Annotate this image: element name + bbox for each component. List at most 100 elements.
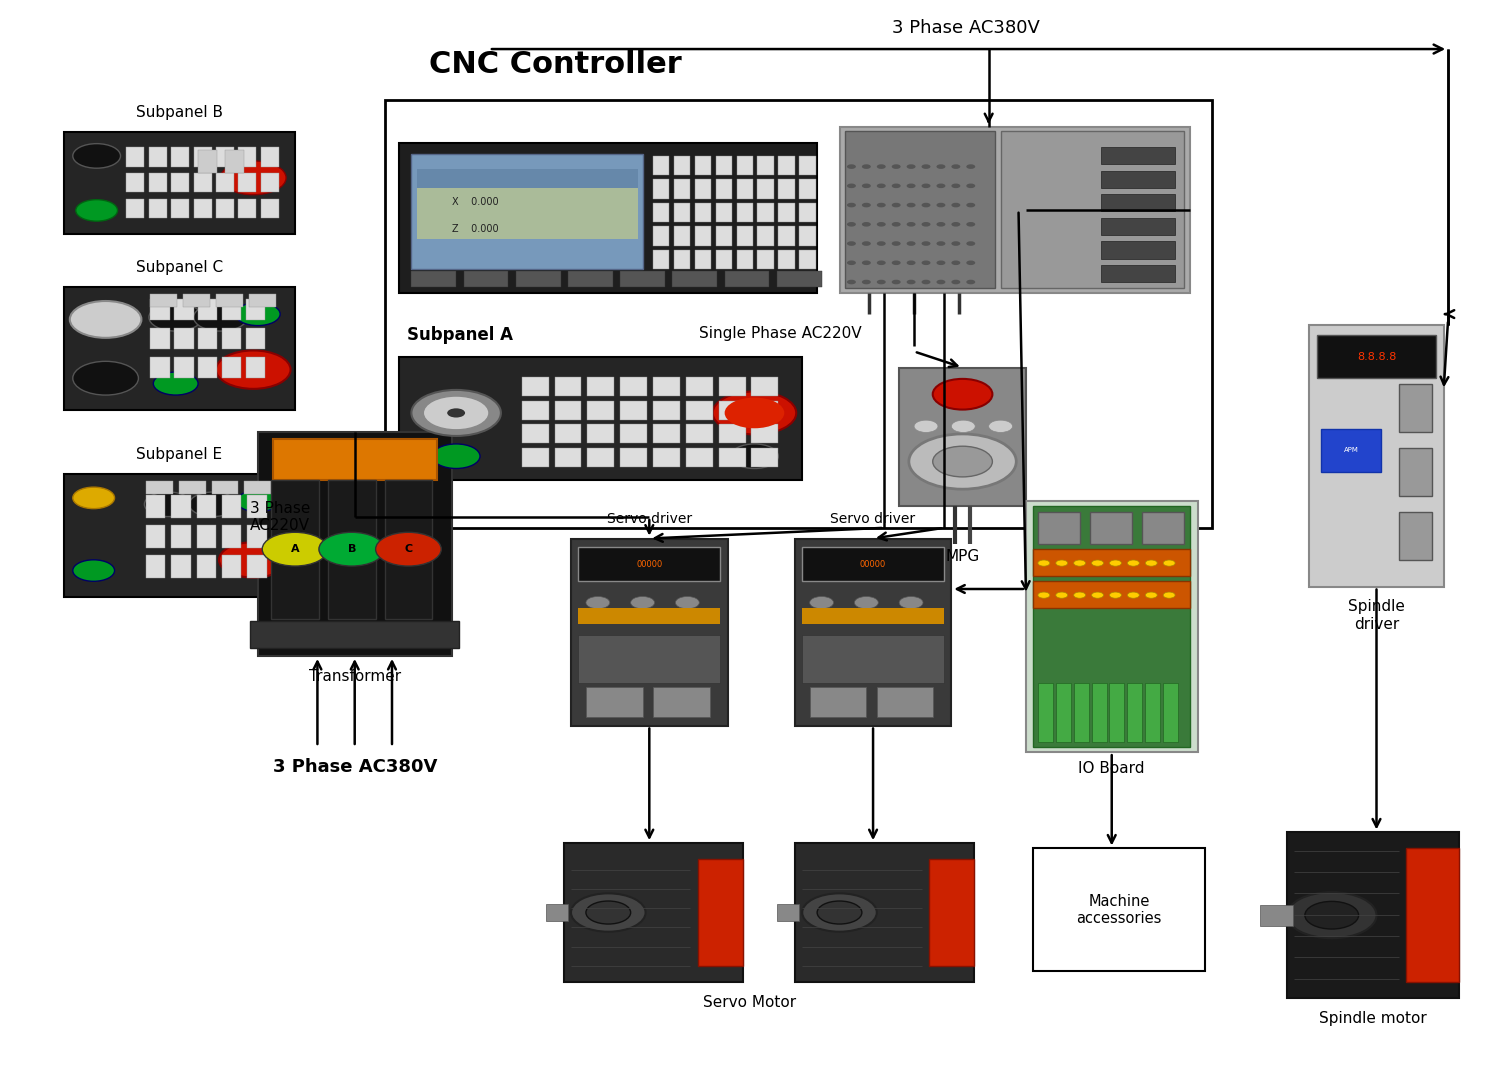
Ellipse shape <box>988 420 1012 433</box>
Ellipse shape <box>76 199 117 221</box>
Ellipse shape <box>1162 592 1174 598</box>
Ellipse shape <box>921 280 930 284</box>
Ellipse shape <box>878 183 885 188</box>
Bar <box>216 198 234 218</box>
Bar <box>150 299 170 321</box>
Bar <box>1101 218 1174 235</box>
Ellipse shape <box>891 261 900 265</box>
Ellipse shape <box>878 202 885 208</box>
Ellipse shape <box>878 222 885 226</box>
Ellipse shape <box>933 379 993 409</box>
Bar <box>64 132 296 234</box>
Bar <box>1026 501 1197 752</box>
Text: Subpanel C: Subpanel C <box>136 260 224 275</box>
Bar <box>148 198 166 218</box>
Ellipse shape <box>1074 560 1086 567</box>
Ellipse shape <box>153 372 198 395</box>
Bar <box>178 480 206 493</box>
Bar <box>150 294 177 307</box>
Bar <box>736 156 753 176</box>
Bar <box>150 328 170 349</box>
Ellipse shape <box>802 893 877 932</box>
Text: B: B <box>348 544 355 555</box>
Bar <box>248 494 267 518</box>
Bar <box>736 250 753 269</box>
Bar <box>795 843 974 982</box>
Bar <box>1090 512 1132 544</box>
Bar <box>194 173 211 193</box>
Bar <box>174 356 194 378</box>
Text: APM: APM <box>1344 447 1359 453</box>
Bar <box>620 401 646 420</box>
Bar <box>674 226 690 246</box>
Ellipse shape <box>966 222 975 226</box>
Bar <box>802 547 944 582</box>
Bar <box>555 448 582 467</box>
Bar <box>718 424 746 444</box>
Bar <box>620 271 664 288</box>
Ellipse shape <box>675 597 699 609</box>
Bar <box>222 299 242 321</box>
Bar <box>258 432 452 656</box>
Ellipse shape <box>909 434 1017 489</box>
Bar <box>698 859 742 966</box>
Text: Servo driver: Servo driver <box>831 512 915 526</box>
Bar <box>183 294 210 307</box>
Bar <box>752 448 778 467</box>
Bar <box>222 494 242 518</box>
Ellipse shape <box>936 183 945 188</box>
Bar <box>246 356 266 378</box>
Ellipse shape <box>216 350 291 389</box>
Bar <box>694 250 711 269</box>
Bar <box>555 424 582 444</box>
Bar <box>898 367 1026 506</box>
Bar <box>674 202 690 222</box>
Bar <box>248 555 267 578</box>
Bar <box>64 474 296 598</box>
Bar <box>718 401 746 420</box>
Ellipse shape <box>862 222 871 226</box>
Bar <box>752 401 778 420</box>
Ellipse shape <box>906 241 915 246</box>
Ellipse shape <box>891 165 900 169</box>
Ellipse shape <box>236 303 280 325</box>
Ellipse shape <box>74 361 138 395</box>
Bar <box>1400 383 1431 432</box>
Ellipse shape <box>951 165 960 169</box>
Bar <box>1034 549 1190 576</box>
Bar <box>716 226 732 246</box>
Bar <box>522 448 549 467</box>
Bar <box>878 687 933 717</box>
Bar <box>546 904 568 921</box>
Ellipse shape <box>586 901 630 924</box>
Ellipse shape <box>862 241 871 246</box>
Bar <box>522 401 549 420</box>
Ellipse shape <box>921 222 930 226</box>
Ellipse shape <box>375 532 441 567</box>
Bar <box>238 198 256 218</box>
Ellipse shape <box>921 165 930 169</box>
Bar <box>238 173 256 193</box>
Bar <box>800 250 816 269</box>
Bar <box>1317 335 1436 378</box>
Ellipse shape <box>862 280 871 284</box>
Ellipse shape <box>966 280 975 284</box>
Ellipse shape <box>891 202 900 208</box>
Bar <box>1128 683 1143 742</box>
Bar <box>1101 171 1174 188</box>
Bar <box>555 401 582 420</box>
Bar <box>718 448 746 467</box>
Ellipse shape <box>1128 560 1140 567</box>
Bar <box>795 538 951 726</box>
Bar <box>1034 582 1190 607</box>
Bar <box>694 180 711 198</box>
Ellipse shape <box>878 165 885 169</box>
Text: Transformer: Transformer <box>309 669 401 684</box>
Ellipse shape <box>1074 592 1086 598</box>
Ellipse shape <box>936 222 945 226</box>
Ellipse shape <box>818 901 862 924</box>
Bar <box>652 250 669 269</box>
Bar <box>1056 683 1071 742</box>
Bar <box>1260 905 1293 926</box>
Bar <box>620 448 646 467</box>
